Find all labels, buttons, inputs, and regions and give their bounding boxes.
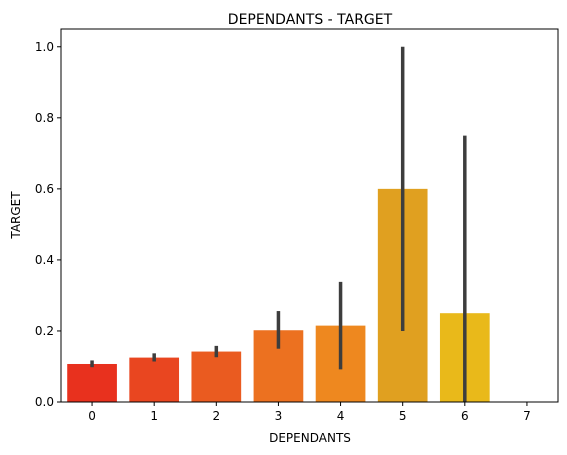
x-axis-label: DEPENDANTS [269, 431, 351, 445]
error-bars-layer [90, 46, 467, 402]
y-axis-label: TARGET [9, 191, 23, 240]
x-tick-label-4: 4 [337, 409, 345, 423]
bar-0 [67, 363, 117, 402]
x-tick-label-1: 1 [150, 409, 158, 423]
y-ticks-layer: 0.0 0.2 0.4 0.6 0.8 1.0 [35, 40, 61, 409]
y-tick-label-3: 0.6 [35, 182, 54, 196]
y-tick-label-1: 0.2 [35, 324, 54, 338]
x-tick-label-0: 0 [88, 409, 96, 423]
chart-title: DEPENDANTS - TARGET [228, 12, 393, 28]
plot-frame [60, 28, 559, 403]
y-tick-label-2: 0.4 [35, 253, 54, 267]
y-tick-label-0: 0.0 [35, 395, 54, 409]
y-tick-label-5: 1.0 [35, 40, 54, 54]
x-tick-label-5: 5 [399, 409, 407, 423]
bars-layer [67, 188, 490, 402]
x-ticks-layer: 0 1 2 3 4 5 6 7 [88, 402, 531, 423]
x-tick-label-7: 7 [523, 409, 531, 423]
y-tick-label-4: 0.8 [35, 111, 54, 125]
x-tick-label-2: 2 [212, 409, 220, 423]
bar-1 [129, 357, 180, 402]
bar-2 [191, 351, 242, 402]
x-tick-label-6: 6 [461, 409, 469, 423]
x-tick-label-3: 3 [275, 409, 283, 423]
